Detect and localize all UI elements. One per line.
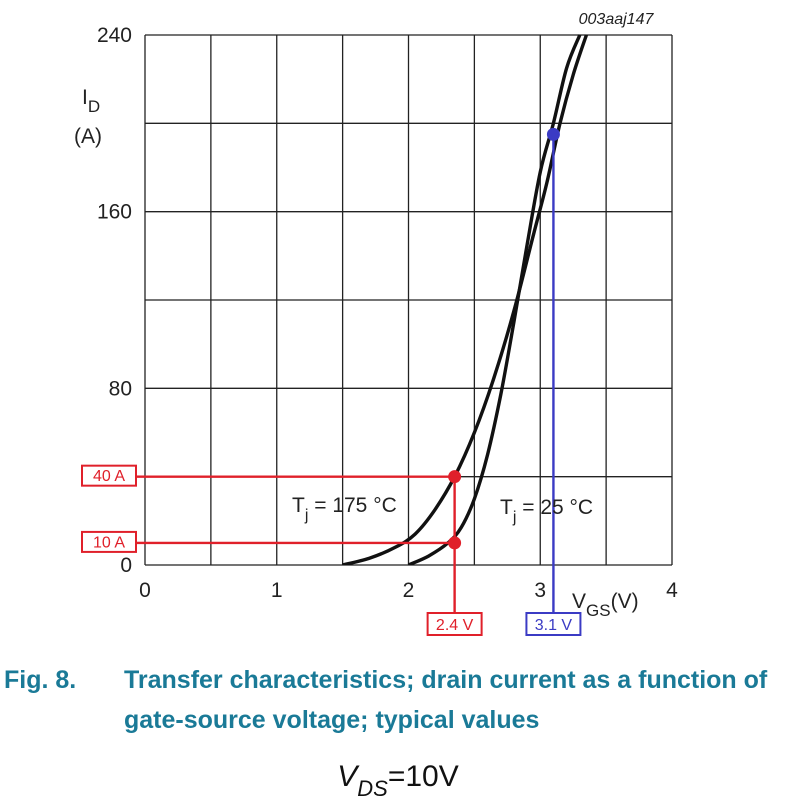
- value-label: 10 A: [93, 534, 125, 551]
- grid: [144, 34, 673, 566]
- value-label-box: [426, 612, 483, 636]
- tick-labels: 0 1 2 3 4 0 80 160 240: [97, 24, 678, 602]
- reference-id: 003aaj147: [579, 11, 655, 28]
- value-label: 40 A: [93, 468, 125, 485]
- curve-label-25: Tj = 25 °C: [500, 496, 593, 526]
- y-axis-symbol: I: [82, 86, 88, 109]
- svg-text:Tj = 25 °C: Tj = 25 °C: [500, 496, 593, 526]
- svg-text:ID: ID: [82, 86, 100, 116]
- svg-text:Tj = 175 °C: Tj = 175 °C: [292, 494, 397, 524]
- data-point-marker: [546, 127, 560, 141]
- test-condition: VDS=10V: [0, 760, 796, 801]
- curve-label-175: Tj = 175 °C: [292, 494, 397, 524]
- x-tick-label: 0: [139, 579, 151, 602]
- x-tick-label: 3: [534, 579, 546, 602]
- x-tick-label: 1: [271, 579, 283, 602]
- y-tick-label: 160: [97, 201, 132, 224]
- formula-value: 10V: [405, 760, 459, 793]
- x-axis-symbol: V: [572, 590, 586, 613]
- formula-equals: =: [387, 760, 406, 793]
- y-axis-label: ID (A): [74, 86, 102, 148]
- x-axis-unit: (V): [611, 590, 639, 613]
- figure-caption-text: Transfer characteristics; drain current …: [124, 666, 768, 734]
- y-tick-label: 0: [120, 554, 132, 577]
- x-tick-label: 4: [666, 579, 678, 602]
- formula-symbol: V: [337, 760, 358, 793]
- x-axis-subscript: GS: [586, 601, 611, 620]
- x-axis-label: VGS(V): [572, 590, 639, 620]
- data-point-marker: [448, 536, 462, 550]
- transfer-chart: 40 A 10 A 2.4 V 3.1 V 0 1 2 3 4 0 80 160 240 003aaj…: [74, 11, 678, 636]
- x-tick-label: 2: [403, 579, 415, 602]
- y-axis-subscript: D: [88, 97, 100, 116]
- value-label-box: [525, 612, 582, 636]
- figure-number: Fig. 8.: [4, 666, 77, 694]
- y-axis-unit: (A): [74, 125, 102, 148]
- formula-subscript: DS: [357, 776, 388, 801]
- svg-text:VGS(V): VGS(V): [572, 590, 639, 620]
- value-label: 3.1 V: [535, 617, 573, 634]
- annotations: 40 A 10 A 2.4 V 3.1 V: [81, 127, 582, 636]
- y-tick-label: 80: [109, 377, 132, 400]
- y-tick-label: 240: [97, 24, 132, 47]
- value-label: 2.4 V: [436, 617, 474, 634]
